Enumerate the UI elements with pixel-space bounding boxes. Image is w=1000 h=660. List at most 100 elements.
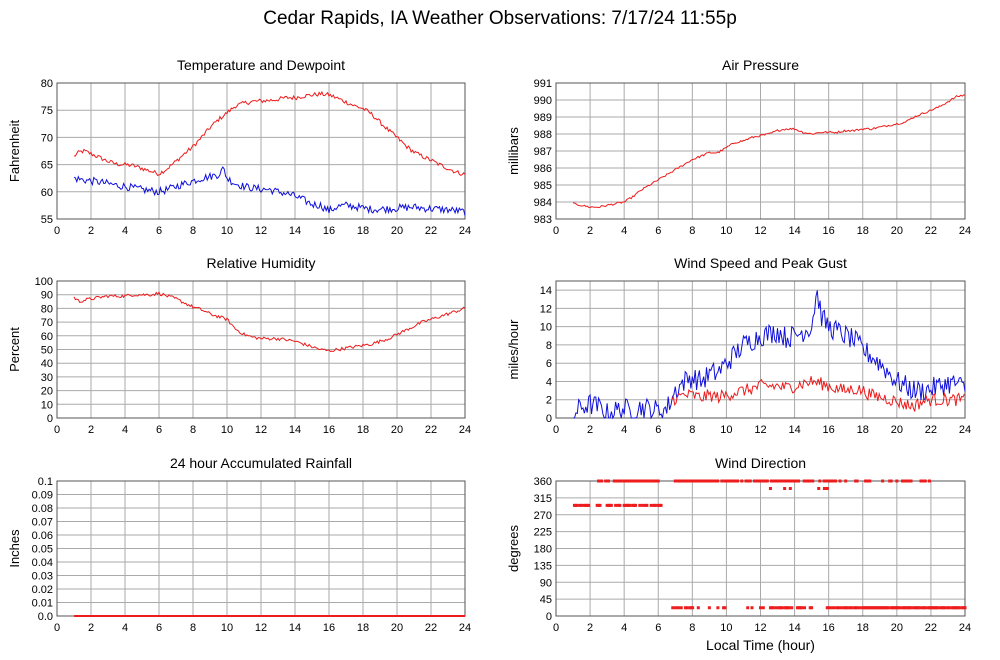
data-point xyxy=(868,479,872,483)
x-tick-label: 8 xyxy=(689,424,695,436)
x-tick-label: 8 xyxy=(190,225,196,237)
data-point xyxy=(963,606,967,610)
x-tick-label: 14 xyxy=(289,424,301,436)
x-tick-label: 24 xyxy=(459,622,471,634)
x-tick-label: 22 xyxy=(425,225,437,237)
x-tick-label: 10 xyxy=(221,622,233,634)
data-point xyxy=(716,479,720,483)
x-tick-label: 22 xyxy=(425,622,437,634)
x-tick-label: 4 xyxy=(621,225,627,237)
y-tick-label: 985 xyxy=(534,180,552,192)
y-axis-label: Inches xyxy=(7,529,22,568)
data-point xyxy=(740,479,744,483)
y-tick-label: 0.05 xyxy=(32,544,53,556)
data-point xyxy=(825,487,829,490)
data-point xyxy=(844,479,848,483)
x-tick-label: 24 xyxy=(959,424,971,436)
data-point xyxy=(696,606,700,610)
chart-title: Relative Humidity xyxy=(207,255,316,271)
data-point xyxy=(645,503,649,507)
x-tick-label: 6 xyxy=(655,225,661,237)
y-tick-label: 20 xyxy=(41,386,53,398)
data-point xyxy=(631,479,635,483)
x-axis-label: Local Time (hour) xyxy=(706,637,815,653)
x-tick-label: 18 xyxy=(857,225,869,237)
data-point xyxy=(731,479,735,483)
y-tick-label: 4 xyxy=(546,376,552,388)
data-point xyxy=(713,479,717,483)
data-point xyxy=(716,606,720,610)
data-point xyxy=(774,606,778,610)
x-tick-label: 10 xyxy=(720,622,732,634)
y-tick-label: 225 xyxy=(534,527,552,539)
x-tick-label: 8 xyxy=(689,622,695,634)
y-tick-label: 60 xyxy=(41,187,53,199)
y-tick-label: 135 xyxy=(534,560,552,572)
x-tick-label: 2 xyxy=(88,225,94,237)
y-tick-label: 40 xyxy=(41,358,53,370)
data-point xyxy=(898,606,902,610)
x-tick-label: 20 xyxy=(891,622,903,634)
data-point xyxy=(679,606,683,610)
data-point xyxy=(858,606,862,610)
x-tick-label: 24 xyxy=(959,225,971,237)
data-point xyxy=(788,487,792,490)
chart-title: 24 hour Accumulated Rainfall xyxy=(170,455,352,471)
y-tick-label: 0.1 xyxy=(38,476,53,488)
data-point xyxy=(607,479,611,483)
y-tick-label: 12 xyxy=(540,303,552,315)
y-tick-label: 984 xyxy=(534,197,552,209)
data-point xyxy=(724,479,728,483)
data-point xyxy=(833,479,837,483)
series-line-blue xyxy=(73,166,466,216)
data-point xyxy=(659,503,663,507)
data-point xyxy=(943,606,947,610)
data-point xyxy=(889,479,893,483)
y-tick-label: 75 xyxy=(41,105,53,117)
y-tick-label: 0.02 xyxy=(32,584,53,596)
data-point xyxy=(614,503,618,507)
data-point xyxy=(803,606,807,610)
x-tick-label: 22 xyxy=(925,424,937,436)
x-tick-label: 8 xyxy=(689,225,695,237)
y-axis-label: degrees xyxy=(506,525,521,572)
y-tick-label: 0.06 xyxy=(32,530,53,542)
data-point xyxy=(830,606,834,610)
plot-frame xyxy=(56,280,466,419)
x-tick-label: 0 xyxy=(553,622,559,634)
chart-title: Air Pressure xyxy=(722,57,799,73)
data-point xyxy=(787,606,791,610)
x-tick-label: 16 xyxy=(323,622,335,634)
x-tick-label: 14 xyxy=(788,622,800,634)
y-tick-label: 360 xyxy=(534,476,552,488)
data-point xyxy=(845,606,849,610)
y-tick-label: 0.09 xyxy=(32,490,53,502)
data-point xyxy=(855,606,859,610)
x-tick-label: 6 xyxy=(156,424,162,436)
data-point xyxy=(580,503,584,507)
data-point xyxy=(849,606,853,610)
y-tick-label: 65 xyxy=(41,160,53,172)
y-tick-label: 10 xyxy=(540,322,552,334)
data-point xyxy=(800,606,804,610)
y-axis-label: Fahrenheit xyxy=(7,120,22,183)
data-point xyxy=(649,503,653,507)
x-tick-label: 10 xyxy=(720,424,732,436)
data-point xyxy=(748,479,752,483)
data-point xyxy=(587,503,591,507)
data-point xyxy=(901,479,905,483)
data-point xyxy=(957,606,961,610)
y-tick-label: 0.03 xyxy=(32,571,53,583)
x-tick-label: 0 xyxy=(54,622,60,634)
data-point xyxy=(599,479,603,483)
data-point xyxy=(761,606,765,610)
page-title: Cedar Rapids, IA Weather Observations: 7… xyxy=(263,8,737,29)
y-tick-label: 30 xyxy=(41,372,53,384)
x-tick-label: 22 xyxy=(925,622,937,634)
x-tick-label: 12 xyxy=(255,424,267,436)
y-tick-label: 60 xyxy=(41,331,53,343)
x-tick-label: 4 xyxy=(621,424,627,436)
data-point xyxy=(575,503,579,507)
